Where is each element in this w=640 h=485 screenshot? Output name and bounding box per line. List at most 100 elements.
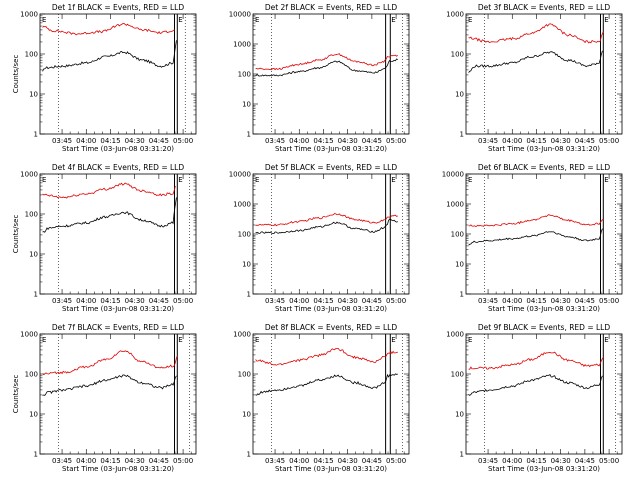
- marker-label-left: E: [468, 336, 472, 344]
- x-tick-label: 04:00: [289, 297, 309, 305]
- x-tick-label: 03:45: [478, 457, 498, 465]
- events-series-line: [255, 218, 398, 235]
- x-tick-label: 05:00: [173, 297, 193, 305]
- x-tick-label: 03:45: [52, 297, 72, 305]
- x-tick-label: 04:15: [313, 297, 333, 305]
- x-tick-label: 04:00: [76, 457, 96, 465]
- events-series-line: [255, 373, 398, 396]
- x-axis-label: Start Time (03-Jun-08 03:31:20): [488, 305, 600, 313]
- x-tick-label: 04:30: [338, 297, 358, 305]
- panel-title: Det 6f BLACK = Events, RED = LLD: [478, 163, 611, 172]
- marker-label-right: E: [178, 16, 182, 24]
- marker-label-right: E: [178, 336, 182, 344]
- x-tick-label: 04:45: [575, 297, 595, 305]
- panel-title: Det 7f BLACK = Events, RED = LLD: [52, 323, 185, 332]
- x-tick-label: 04:15: [100, 297, 120, 305]
- plot-frame: [252, 333, 410, 455]
- x-tick-label: 04:00: [76, 137, 96, 145]
- y-tick-label: 1000: [446, 11, 464, 19]
- x-tick-label: 04:00: [502, 297, 522, 305]
- events-series-line: [468, 228, 603, 246]
- panel-title: Det 2f BLACK = Events, RED = LLD: [265, 3, 398, 12]
- x-axis-label: Start Time (03-Jun-08 03:31:20): [62, 145, 174, 153]
- y-tick-label: 1000: [233, 331, 251, 339]
- x-tick-label: 04:45: [575, 457, 595, 465]
- events-series-line: [42, 374, 177, 396]
- marker-label-right: E: [604, 336, 608, 344]
- panel-title: Det 8f BLACK = Events, RED = LLD: [265, 323, 398, 332]
- lld-series-line: [468, 351, 605, 370]
- marker-label-right: E: [178, 176, 182, 184]
- lld-series-line: [468, 23, 605, 44]
- y-tick-label: 10: [455, 261, 464, 269]
- plot-frame: [39, 13, 197, 135]
- x-axis-label: Start Time (03-Jun-08 03:31:20): [275, 145, 387, 153]
- marker-label-left: E: [42, 176, 46, 184]
- x-tick-label: 05:00: [173, 457, 193, 465]
- marker-label-left: E: [468, 176, 472, 184]
- x-tick-label: 04:45: [362, 297, 382, 305]
- lld-series-line: [255, 213, 398, 227]
- plot-frame: [465, 13, 623, 135]
- x-tick-label: 05:00: [386, 457, 406, 465]
- x-tick-label: 03:45: [478, 297, 498, 305]
- y-tick-label: 100: [25, 211, 38, 219]
- y-tick-label: 10: [29, 251, 38, 259]
- panel-det-6: Det 6f BLACK = Events, RED = LLD 1 10 100 10…: [442, 163, 623, 313]
- panel-det-7: Det 7f BLACK = Events, RED = LLD 1 10 100 10…: [12, 323, 197, 473]
- y-tick-label: 10000: [442, 171, 464, 179]
- y-tick-label: 10: [29, 411, 38, 419]
- y-tick-label: 1: [247, 451, 251, 459]
- marker-label-left: E: [255, 16, 259, 24]
- x-tick-label: 04:30: [125, 137, 145, 145]
- x-tick-label: 04:15: [526, 297, 546, 305]
- x-tick-label: 04:30: [551, 457, 571, 465]
- events-series-line: [42, 40, 177, 72]
- y-tick-label: 100: [451, 51, 464, 59]
- lld-series-line: [255, 53, 399, 71]
- y-tick-label: 1: [247, 291, 251, 299]
- x-tick-label: 04:15: [526, 457, 546, 465]
- x-tick-label: 04:00: [502, 137, 522, 145]
- plot-frame: [465, 333, 623, 455]
- panel-title: Det 5f BLACK = Events, RED = LLD: [265, 163, 398, 172]
- x-tick-label: 04:45: [362, 137, 382, 145]
- panel-det-9: Det 9f BLACK = Events, RED = LLD 1 10 100 10…: [446, 323, 623, 473]
- x-tick-label: 04:45: [149, 297, 169, 305]
- panel-title: Det 4f BLACK = Events, RED = LLD: [52, 163, 185, 172]
- y-tick-label: 1: [34, 451, 38, 459]
- y-tick-label: 1000: [20, 11, 38, 19]
- x-tick-label: 05:00: [386, 137, 406, 145]
- x-axis-label: Start Time (03-Jun-08 03:31:20): [488, 145, 600, 153]
- x-tick-label: 04:30: [551, 297, 571, 305]
- y-tick-label: 10: [242, 261, 251, 269]
- x-tick-label: 04:30: [125, 457, 145, 465]
- y-tick-label: 100: [25, 51, 38, 59]
- panel-title: Det 3f BLACK = Events, RED = LLD: [478, 3, 611, 12]
- marker-label-left: E: [255, 176, 259, 184]
- y-tick-label: 1: [247, 131, 251, 139]
- panel-det-4: Det 4f BLACK = Events, RED = LLD 1 10 100 10…: [12, 163, 197, 313]
- y-axis-label: Counts/sec: [12, 215, 20, 254]
- x-tick-label: 04:15: [100, 137, 120, 145]
- y-tick-label: 10: [242, 411, 251, 419]
- x-tick-label: 04:30: [125, 297, 145, 305]
- events-series-line: [42, 197, 177, 233]
- events-series-line: [468, 374, 603, 396]
- x-tick-label: 05:00: [599, 137, 619, 145]
- plot-frame: [39, 333, 197, 455]
- x-tick-label: 04:45: [149, 457, 169, 465]
- x-tick-label: 03:45: [52, 457, 72, 465]
- x-tick-label: 05:00: [599, 457, 619, 465]
- panel-det-2: Det 2f BLACK = Events, RED = LLD 1 10 100 10…: [229, 3, 410, 153]
- plot-frame: [465, 173, 623, 295]
- lld-series-line: [42, 22, 176, 36]
- y-tick-label: 1: [460, 451, 464, 459]
- y-tick-label: 10000: [229, 171, 251, 179]
- events-series-line: [468, 50, 603, 73]
- x-axis-label: Start Time (03-Jun-08 03:31:20): [62, 465, 174, 473]
- y-tick-label: 1000: [446, 201, 464, 209]
- x-tick-label: 03:45: [265, 137, 285, 145]
